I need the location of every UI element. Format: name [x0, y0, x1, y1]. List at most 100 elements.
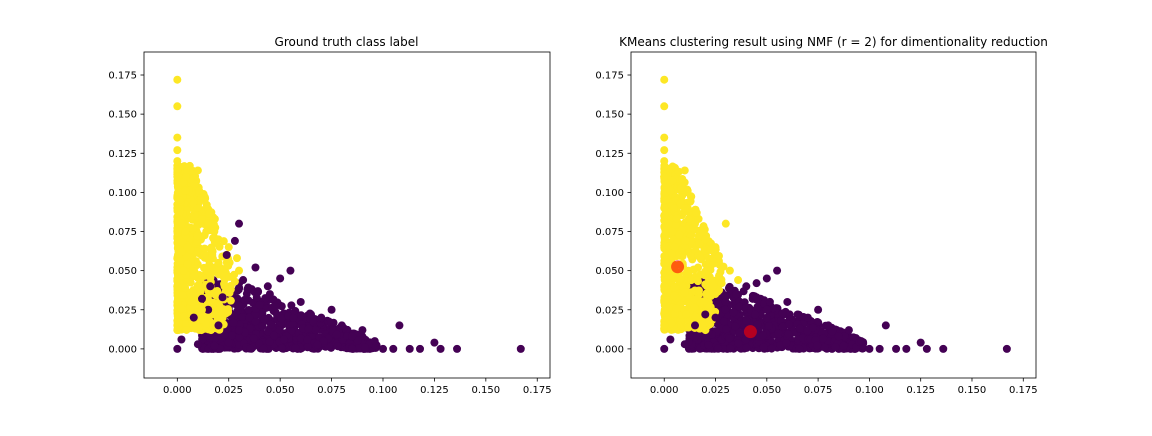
scatter-point	[173, 297, 182, 306]
scatter-point	[228, 331, 237, 340]
scatter-point	[680, 288, 689, 297]
scatter-point	[831, 343, 840, 352]
x-tick-label: 0.075	[804, 385, 833, 396]
scatter-point	[430, 338, 439, 347]
x-tick-label: 0.175	[1009, 385, 1038, 396]
scatter-point	[729, 308, 738, 317]
scatter-point	[844, 326, 853, 335]
scatter-point	[778, 322, 787, 331]
scatter-point	[265, 337, 274, 346]
scatter-point	[186, 278, 195, 287]
y-tick-label: 0.175	[595, 71, 624, 82]
scatter-point	[288, 320, 297, 329]
scatter-point	[839, 341, 848, 350]
scatter-point	[660, 211, 669, 220]
scatter-point	[701, 326, 710, 335]
scatter-point	[247, 285, 256, 294]
scatter-point	[296, 297, 305, 306]
scatter-point	[244, 305, 253, 314]
scatter-point	[183, 243, 192, 252]
scatter-point	[922, 344, 931, 353]
scatter-point	[229, 318, 238, 327]
scatter-point	[767, 344, 776, 353]
scatter-point	[173, 326, 182, 335]
scatter-point	[265, 290, 274, 299]
scatter-point	[702, 290, 711, 299]
scatter-point	[232, 254, 241, 263]
centroid-marker	[743, 325, 757, 339]
scatter-point	[319, 336, 328, 345]
scatter-point	[660, 157, 669, 166]
scatter-point	[264, 327, 273, 336]
x-tick-label: 0.050	[753, 385, 782, 396]
scatter-point	[173, 75, 182, 84]
scatter-point	[773, 266, 782, 275]
scatter-point	[875, 344, 884, 353]
scatter-point	[225, 272, 234, 281]
scatter-point	[348, 332, 357, 341]
scatter-point	[239, 276, 248, 285]
scatter-point	[865, 344, 874, 353]
scatter-point	[680, 204, 689, 213]
scatter-point	[721, 219, 730, 228]
scatter-point	[762, 305, 771, 314]
scatter-point	[820, 343, 829, 352]
scatter-point	[214, 235, 223, 244]
scatter-point	[183, 260, 192, 269]
scatter-point	[824, 321, 833, 330]
scatter-point	[660, 321, 669, 330]
scatter-point	[177, 304, 186, 313]
scatter-point	[734, 276, 743, 285]
scatter-point	[204, 209, 213, 218]
scatter-point	[1002, 344, 1011, 353]
scatter-point	[210, 341, 219, 350]
scatter-point	[664, 242, 673, 251]
scatter-point	[759, 343, 768, 352]
scatter-point	[303, 342, 312, 351]
scatter-point	[813, 341, 822, 350]
scatter-point	[287, 301, 296, 310]
scatter-point	[303, 335, 312, 344]
x-tick-label: 0.125	[906, 385, 935, 396]
scatter-point	[246, 344, 255, 353]
scatter-point	[724, 284, 733, 293]
scatter-point	[803, 313, 812, 322]
axes-frame	[630, 51, 1037, 379]
y-tick-label: 0.050	[595, 266, 624, 277]
scatter-point	[193, 282, 202, 291]
scatter-point	[711, 313, 720, 322]
scatter-point	[670, 291, 679, 300]
scatter-point	[693, 276, 702, 285]
y-tick-label: 0.175	[108, 71, 137, 82]
scatter-point	[235, 219, 244, 228]
scatter-point	[230, 236, 239, 245]
scatter-point	[682, 310, 691, 319]
scatter-point	[193, 237, 202, 246]
scatter-point	[701, 269, 710, 278]
scatter-point	[782, 339, 791, 348]
scatter-point	[692, 208, 701, 217]
scatter-point	[714, 252, 723, 261]
scatter-point	[672, 304, 681, 313]
x-tick-label: 0.150	[958, 385, 987, 396]
scatter-point	[676, 274, 685, 283]
scatter-point	[660, 204, 669, 213]
scatter-point	[181, 186, 190, 195]
y-tick-label: 0.025	[595, 305, 624, 316]
scatter-point	[684, 323, 693, 332]
x-tick-label: 0.075	[317, 385, 346, 396]
scatter-point	[742, 282, 751, 291]
scatter-point	[762, 314, 771, 323]
scatter-point	[725, 334, 734, 343]
scatter-point	[252, 293, 261, 302]
scatter-point	[660, 75, 669, 84]
scatter-point	[668, 227, 677, 236]
scatter-point	[333, 342, 342, 351]
y-tick-label: 0.100	[595, 188, 624, 199]
scatter-point	[731, 322, 740, 331]
scatter-point	[223, 306, 232, 315]
x-tick-label: 0.100	[855, 385, 884, 396]
scatter-point	[695, 239, 704, 248]
x-tick-label: 0.175	[523, 385, 552, 396]
scatter-point	[220, 330, 229, 339]
